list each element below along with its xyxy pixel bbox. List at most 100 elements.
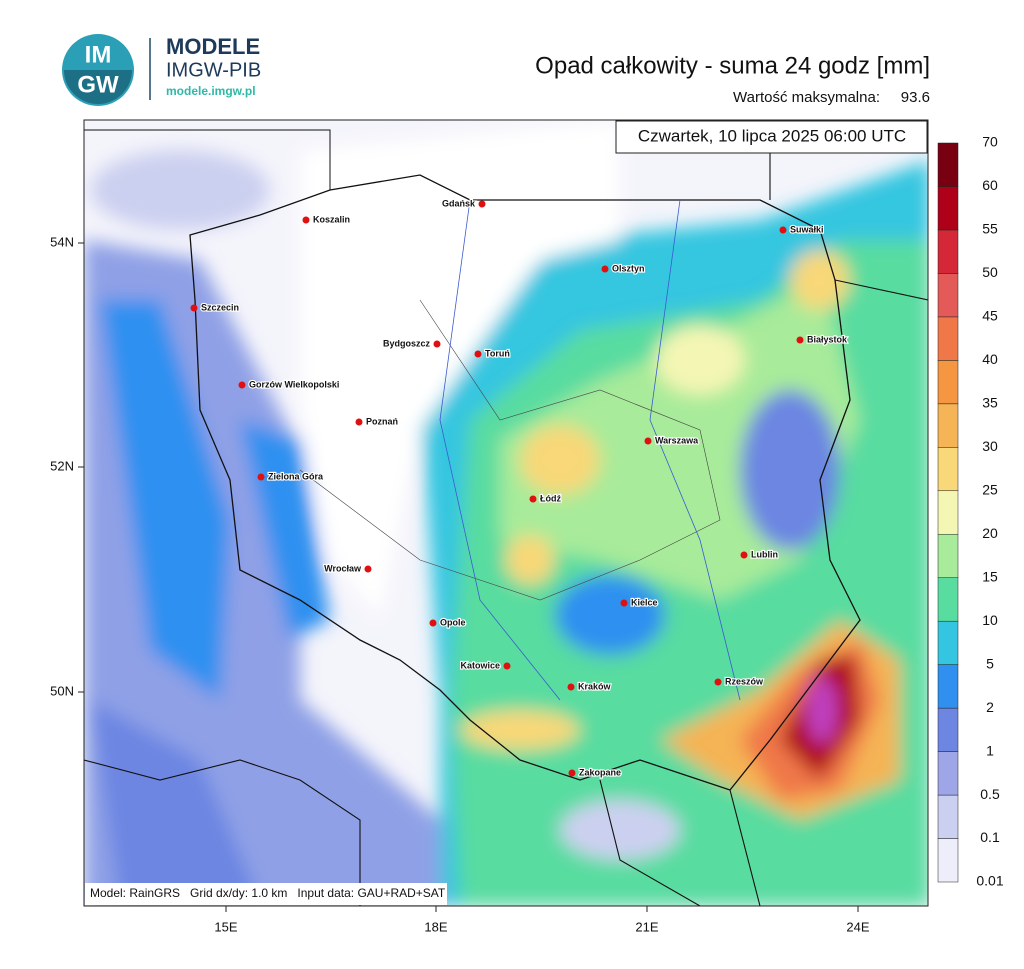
- river: [439, 199, 741, 701]
- city-label: Opole: [440, 617, 466, 627]
- logo-half: [64, 70, 132, 104]
- city-label: Suwałki: [790, 224, 824, 234]
- city-dot: [568, 769, 576, 777]
- colorbar-band: [937, 707, 959, 752]
- city-dot: [478, 200, 486, 208]
- city-label: Lublin: [751, 549, 778, 559]
- coastline: [84, 129, 331, 190]
- logo: IM GW MODELE IMGW-PIB modele.imgw.pl: [62, 34, 261, 106]
- precip-field: [84, 120, 928, 906]
- colorbar-label: 60: [982, 177, 998, 193]
- logo-url: modele.imgw.pl: [166, 84, 256, 98]
- colorbar-label: 25: [982, 481, 998, 497]
- colorbar-band: [937, 316, 959, 361]
- city-label: Zielona Góra: [268, 471, 324, 481]
- city-dot: [429, 619, 437, 627]
- city-label: Szczecin: [201, 302, 239, 312]
- lon-label: 21E: [635, 919, 658, 934]
- city-label: Toruń: [485, 348, 510, 358]
- city-dot: [644, 437, 652, 445]
- city-label: Gdańsk: [442, 198, 476, 208]
- colorbar-band: [937, 838, 959, 883]
- colorbar-label: 20: [982, 525, 998, 541]
- colorbar-band: [937, 794, 959, 839]
- city-dot: [779, 226, 787, 234]
- lat-label: 52N: [50, 458, 74, 473]
- lon-label: 24E: [846, 919, 869, 934]
- city-dot: [190, 304, 198, 312]
- colorbar-band: [937, 533, 959, 578]
- city-label: Wrocław: [324, 563, 362, 573]
- colorbar-label: 5: [986, 655, 994, 671]
- colorbar-label: 45: [982, 308, 998, 324]
- colorbar-label: 70: [982, 134, 998, 150]
- city-label: Rzeszów: [725, 676, 764, 686]
- colorbar-band: [937, 751, 959, 796]
- city-dot: [364, 565, 372, 573]
- city-dot: [474, 350, 482, 358]
- logo-org: IMGW-PIB: [166, 59, 261, 81]
- city-dot: [740, 551, 748, 559]
- city-label: Białystok: [807, 334, 848, 344]
- colorbar-label: 10: [982, 612, 998, 628]
- city-label: Koszalin: [313, 214, 350, 224]
- overlay: Gdańsk Koszalin Suwałki Olsztyn Szczecin Bydg…: [50, 134, 1004, 935]
- city-dot: [302, 216, 310, 224]
- city-label: Olsztyn: [612, 263, 645, 273]
- colorbar-band: [937, 577, 959, 622]
- city-dot: [567, 683, 575, 691]
- colorbar-label: 0.5: [980, 786, 1000, 802]
- colorbar-band: [937, 273, 959, 318]
- colorbar-band: [937, 664, 959, 709]
- city-label: Gorzów Wielkopolski: [249, 379, 339, 389]
- colorbar-label: 35: [982, 395, 998, 411]
- city-label: Kielce: [631, 597, 658, 607]
- colorbar-band: [937, 490, 959, 535]
- max-label: Wartość maksymalna:: [733, 89, 880, 106]
- footer-box: [85, 883, 447, 905]
- map: [84, 120, 928, 906]
- colorbar-label: 40: [982, 351, 998, 367]
- footer: Model: RainGRS Grid dx/dy: 1.0 km Input …: [90, 886, 446, 900]
- colorbar-label: 55: [982, 221, 998, 237]
- colorbar-label: 50: [982, 264, 998, 280]
- country-border: [84, 120, 928, 906]
- city-dot: [529, 495, 537, 503]
- city-dot: [601, 265, 609, 273]
- date-box: [615, 120, 928, 154]
- city-dot: [238, 381, 246, 389]
- city-dot: [257, 473, 265, 481]
- region-border: [299, 299, 721, 601]
- city-dot: [503, 662, 511, 670]
- city-dot: [714, 678, 722, 686]
- logo-text: GW: [77, 71, 119, 98]
- date: Czwartek, 10 lipca 2025 06:00 UTC: [638, 126, 906, 145]
- logo-name: MODELE: [166, 34, 260, 59]
- logo-text: IM: [85, 41, 112, 68]
- colorbar-band: [937, 360, 959, 405]
- city-label: Katowice: [460, 660, 500, 670]
- lon-label: 18E: [424, 919, 447, 934]
- lat-label: 54N: [50, 234, 74, 249]
- city-dot: [796, 336, 804, 344]
- max-value: 93.6: [901, 89, 930, 106]
- city-dot: [355, 418, 363, 426]
- city-label: Kraków: [578, 681, 612, 691]
- colorbar-label: 2: [986, 699, 994, 715]
- city-label: Zakopane: [579, 767, 621, 777]
- country-border: [189, 174, 861, 791]
- colorbar-band: [937, 620, 959, 665]
- title: Opad całkowity - suma 24 godz [mm]: [535, 52, 930, 79]
- city-label: Poznań: [366, 416, 398, 426]
- city-dot: [433, 340, 441, 348]
- colorbar-band: [937, 186, 959, 231]
- colorbar-label: 1: [986, 742, 994, 758]
- colorbar-label: 15: [982, 568, 998, 584]
- city-dot: [620, 599, 628, 607]
- map-frame: [83, 119, 929, 907]
- colorbar-band: [937, 447, 959, 492]
- city-label: Bydgoszcz: [383, 338, 431, 348]
- lat-label: 50N: [50, 683, 74, 698]
- colorbar-band: [937, 403, 959, 448]
- colorbar-band: [937, 142, 959, 187]
